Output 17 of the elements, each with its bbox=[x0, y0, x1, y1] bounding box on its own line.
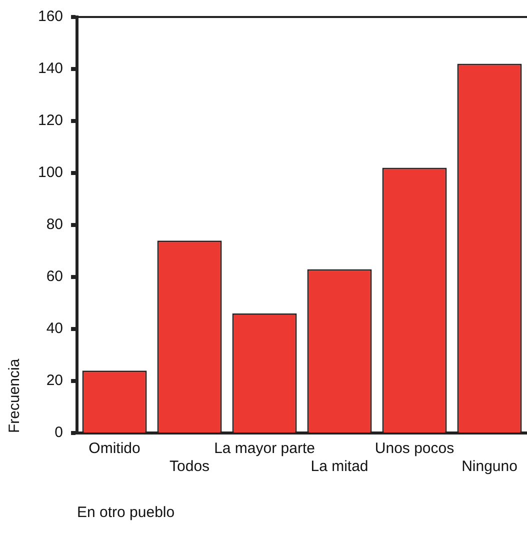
x-tick-label: Todos bbox=[170, 458, 210, 476]
y-tick-label: 160 bbox=[38, 8, 64, 26]
x-tick-label: Omitido bbox=[88, 440, 140, 458]
x-tick-label: Unos pocos bbox=[374, 440, 454, 458]
x-axis-title: En otro pueblo bbox=[77, 504, 175, 522]
y-tick-label: 40 bbox=[46, 320, 64, 338]
x-tick-label: La mitad bbox=[310, 458, 368, 476]
y-tick-label: 100 bbox=[38, 164, 64, 182]
y-tick-label: 80 bbox=[46, 216, 64, 234]
x-tick-label: La mayor parte bbox=[214, 440, 315, 458]
y-tick-label: 120 bbox=[38, 112, 64, 130]
y-axis-title: Frecuencia bbox=[6, 358, 24, 433]
y-tick-label: 140 bbox=[38, 60, 64, 78]
y-tick-label: 0 bbox=[54, 424, 64, 442]
y-tick-label: 60 bbox=[46, 268, 64, 286]
x-tick-label: Ninguno bbox=[462, 458, 518, 476]
y-tick-label: 20 bbox=[46, 372, 64, 390]
